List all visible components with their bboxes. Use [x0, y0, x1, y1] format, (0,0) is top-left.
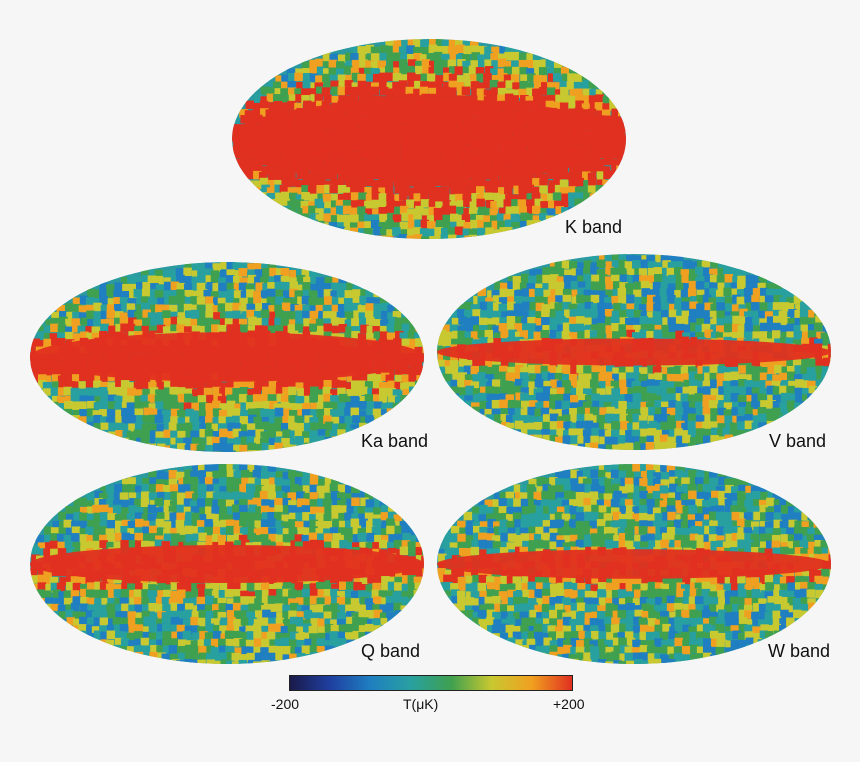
label-w-band: W band: [768, 641, 830, 661]
label-v-band: V band: [769, 431, 827, 451]
label-k-band: K band: [565, 217, 623, 237]
temperature-colorbar: [289, 675, 573, 691]
label-q-band: Q band: [361, 641, 421, 661]
sky-map-v-band: [437, 254, 831, 450]
sky-map-k-band: [232, 39, 626, 239]
colorbar-unit-label: T(μK): [403, 696, 439, 712]
colorbar-min-label: -200: [271, 696, 300, 712]
colorbar-max-label: +200: [553, 696, 585, 712]
label-ka-band: Ka band: [361, 431, 429, 451]
sky-map-w-band: [437, 464, 831, 664]
sky-map-q-band: [30, 464, 424, 664]
sky-map-ka-band: [30, 262, 424, 452]
